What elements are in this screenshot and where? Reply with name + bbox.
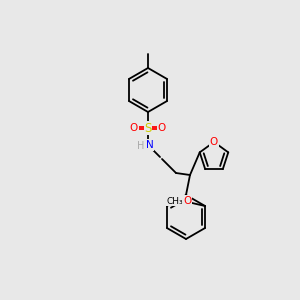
Text: O: O: [130, 123, 138, 133]
Text: N: N: [146, 140, 154, 150]
Text: H: H: [137, 141, 145, 151]
Text: CH₃: CH₃: [167, 196, 183, 206]
Text: O: O: [210, 137, 218, 147]
Text: O: O: [158, 123, 166, 133]
Text: O: O: [183, 196, 191, 206]
Text: S: S: [144, 122, 152, 134]
